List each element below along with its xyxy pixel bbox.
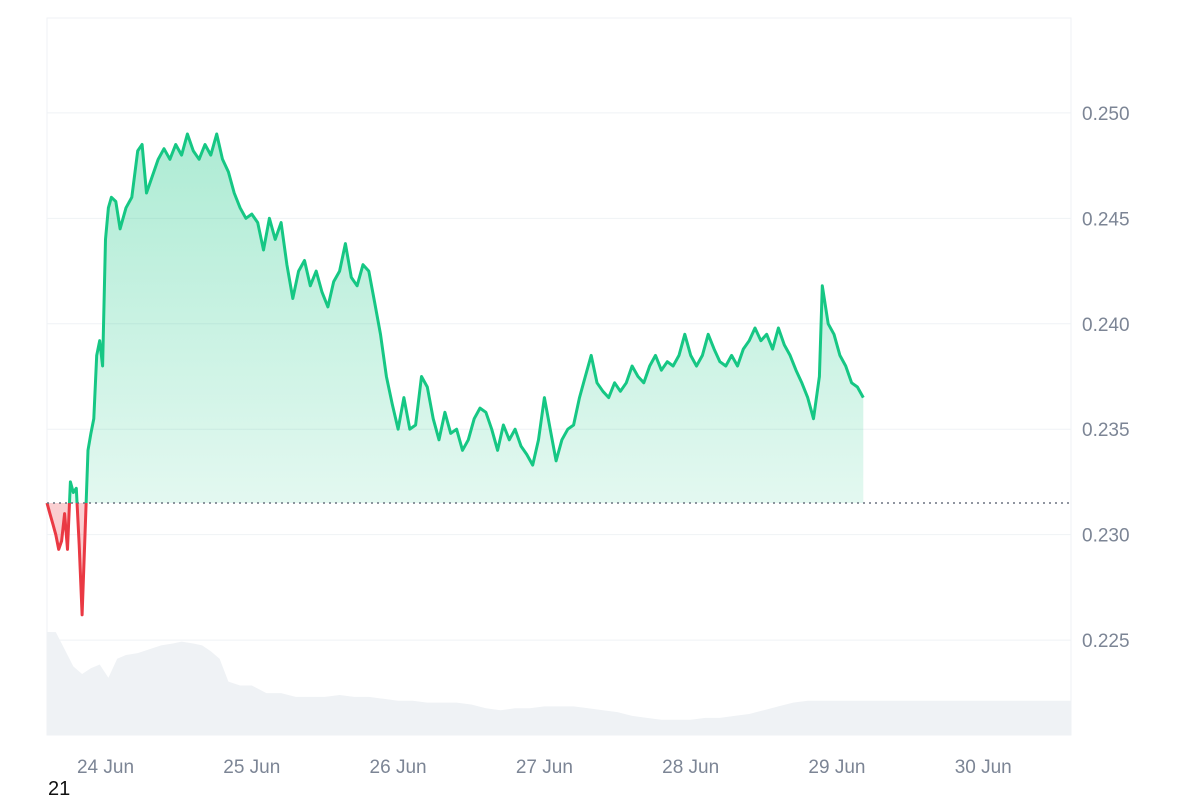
- x-tick-label: 26 Jun: [370, 757, 427, 778]
- y-tick-label: 0.235: [1082, 420, 1130, 441]
- y-tick-label: 0.240: [1082, 315, 1130, 336]
- volume-area: [47, 632, 1071, 735]
- y-axis-ticks: 0.250 0.245 0.240 0.235 0.230 0.225: [1082, 104, 1130, 652]
- price-line: [45, 132, 1071, 617]
- y-tick-label: 0.225: [1082, 631, 1130, 652]
- footer-label: 21: [48, 778, 71, 800]
- x-tick-label: 30 Jun: [955, 757, 1012, 778]
- x-tick-label: 28 Jun: [662, 757, 719, 778]
- x-axis-ticks: 24 Jun 25 Jun 26 Jun 27 Jun 28 Jun 29 Jun 30 J…: [77, 757, 1012, 778]
- price-line-up: [46, 132, 865, 504]
- volume-area-fill: [47, 632, 1071, 735]
- price-area-down: [47, 503, 87, 615]
- y-tick-label: 0.245: [1082, 209, 1130, 230]
- y-tick-label: 0.230: [1082, 526, 1130, 547]
- price-area: [47, 134, 864, 615]
- x-tick-label: 25 Jun: [223, 757, 280, 778]
- x-tick-label: 29 Jun: [808, 757, 865, 778]
- price-area-up: [47, 134, 864, 504]
- x-tick-label: 24 Jun: [77, 757, 134, 778]
- x-tick-label: 27 Jun: [516, 757, 573, 778]
- y-tick-label: 0.250: [1082, 104, 1130, 125]
